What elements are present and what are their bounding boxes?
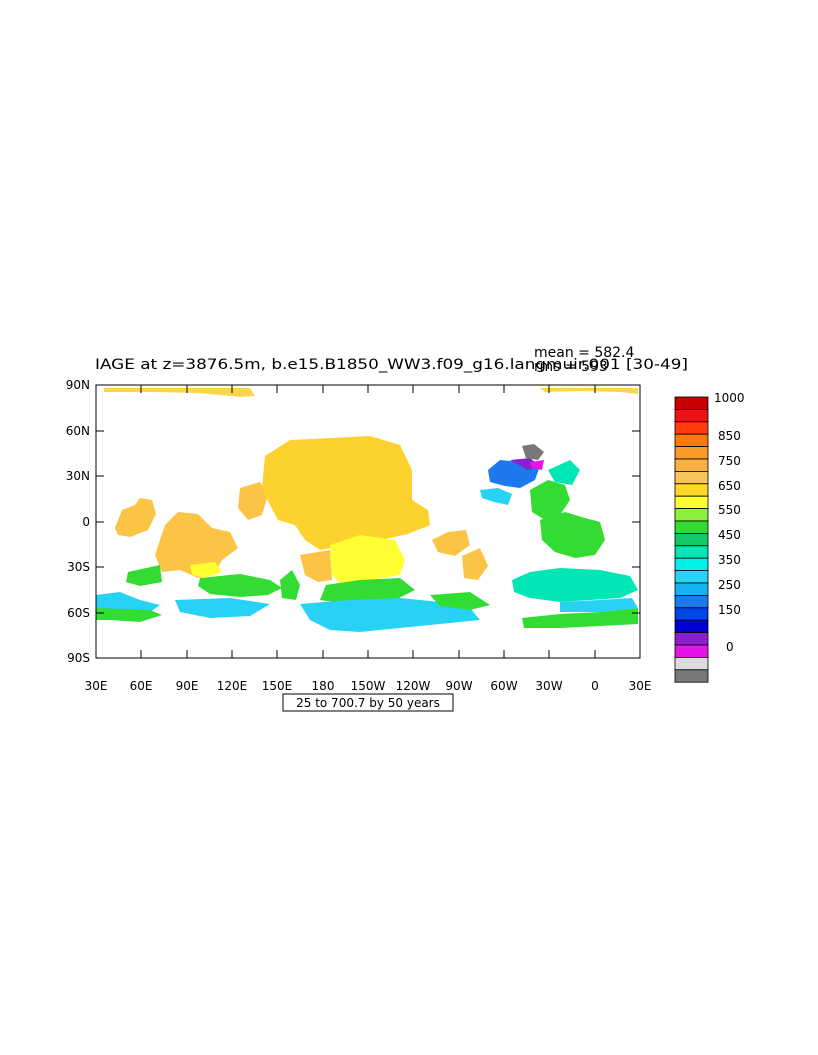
x-label-30e: 30E	[85, 679, 108, 693]
x-label-150w: 150W	[351, 679, 386, 693]
colorbar-label-1000: 1000	[714, 391, 745, 405]
colorbar-swatch	[674, 644, 709, 658]
plot-title: IAGE at z=3876.5m, b.e15.B1850_WW3.f09_g…	[95, 357, 688, 373]
colorbar-swatch	[674, 632, 709, 646]
labrador-sea-magenta	[530, 460, 544, 470]
x-label-90e: 90E	[176, 679, 199, 693]
map-frame	[95, 384, 641, 659]
colorbar-swatch	[674, 619, 709, 634]
colorbar-swatch	[674, 570, 709, 584]
x-label-90w: 90W	[445, 679, 472, 693]
y-axis-ticks	[96, 384, 640, 659]
colorbar-label-650: 650	[718, 479, 741, 493]
greenland-gray	[522, 444, 544, 460]
indian-ocean-north	[115, 498, 156, 537]
weddell-cyan	[560, 598, 638, 612]
x-label-60w: 60W	[490, 679, 517, 693]
y-label-60s: 60S	[67, 606, 90, 620]
contour-info-text: 25 to 700.7 by 50 years	[296, 696, 440, 710]
x-label-150e: 150E	[262, 679, 293, 693]
x-axis-labels: 30E 60E 90E 120E 150E 180 150W 120W 90W …	[85, 679, 652, 693]
colorbar-label-750: 750	[718, 454, 741, 468]
colorbar-label-450: 450	[718, 528, 741, 542]
colorbar-swatch	[674, 557, 709, 572]
arabian-yellow	[190, 562, 222, 578]
south-pacific-orange	[300, 550, 332, 582]
atlantic-cyan-south	[512, 568, 638, 602]
crozet-basin	[198, 574, 282, 597]
map-field	[96, 385, 640, 658]
north-atlantic-cyan	[480, 488, 512, 505]
colorbar-swatch	[674, 533, 709, 547]
colorbar-swatch	[674, 508, 709, 522]
y-label-0: 0	[82, 515, 90, 529]
pacific-east-green	[430, 592, 490, 610]
colorbar-swatch	[674, 657, 709, 671]
colorbar-swatch	[674, 607, 709, 621]
stats-mean: mean = 582.4	[534, 345, 635, 361]
contour-info-box: 25 to 700.7 by 50 years	[282, 693, 454, 712]
y-axis-labels: 90N 60N 30N 0 30S 60S 90S	[66, 378, 90, 665]
southern-pacific-cyan	[300, 598, 480, 632]
colorbar-swatch	[674, 421, 709, 435]
arctic-strip-west	[104, 388, 255, 397]
colorbar-swatch	[674, 520, 709, 534]
colorbar-labels: 1000 850 750 650 550 450 350 250 150 0	[714, 391, 745, 654]
colorbar: 1000 850 750 650 550 450 350 250 150 0	[674, 391, 745, 683]
x-label-30w: 30W	[535, 679, 562, 693]
x-label-60e: 60E	[130, 679, 153, 693]
colorbar-label-0: 0	[726, 640, 734, 654]
colorbar-label-250: 250	[718, 578, 741, 592]
colorbar-label-350: 350	[718, 553, 741, 567]
pacific-east-yellow	[432, 530, 470, 556]
tasman-basin	[280, 570, 300, 600]
colorbar-swatch	[674, 458, 709, 472]
arctic-strip-east	[540, 388, 638, 394]
south-pacific-yellow	[330, 535, 405, 588]
y-label-60n: 60N	[66, 424, 90, 438]
mozambique-basin	[126, 565, 162, 586]
colorbar-swatch	[674, 408, 709, 423]
colorbar-label-550: 550	[718, 503, 741, 517]
x-label-30e-end: 30E	[629, 679, 652, 693]
x-axis-ticks	[95, 385, 641, 658]
colorbar-swatch	[674, 433, 709, 448]
colorbar-swatches	[674, 396, 709, 683]
x-label-180: 180	[312, 679, 335, 693]
colorbar-label-150: 150	[718, 603, 741, 617]
contour-info-frame	[282, 693, 454, 712]
north-atlantic-east	[548, 460, 580, 485]
y-label-90n: 90N	[66, 378, 90, 392]
y-label-30n: 30N	[66, 469, 90, 483]
colorbar-swatch	[674, 470, 709, 485]
y-label-90s: 90S	[67, 651, 90, 665]
x-label-0: 0	[591, 679, 599, 693]
cape-basin-west	[96, 592, 160, 612]
colorbar-swatch	[674, 545, 709, 559]
indian-ocean-central	[155, 512, 238, 578]
colorbar-swatch	[674, 483, 709, 497]
pacific-green-band	[320, 578, 415, 604]
indian-ocean-east	[238, 482, 268, 520]
indian-south-cyan	[175, 598, 270, 618]
atlantic-green-mid	[530, 480, 570, 520]
colorbar-swatch	[674, 446, 709, 460]
colorbar-label-850: 850	[718, 429, 741, 443]
atlantic-green-south	[540, 512, 605, 558]
colorbar-swatch	[674, 669, 709, 683]
y-label-30s: 30S	[67, 560, 90, 574]
x-label-120e: 120E	[217, 679, 248, 693]
stats-rms: rms = 593	[534, 359, 608, 375]
colorbar-swatch	[674, 495, 709, 510]
x-label-120w: 120W	[396, 679, 431, 693]
colorbar-swatch	[674, 582, 709, 596]
colorbar-swatch	[674, 595, 709, 609]
indian-south-green	[96, 608, 162, 622]
weddell-green	[522, 608, 638, 628]
pacific-east-small	[462, 548, 488, 580]
north-pacific	[262, 436, 430, 550]
colorbar-swatch	[674, 396, 709, 410]
